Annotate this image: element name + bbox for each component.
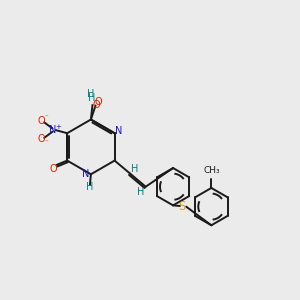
Text: H: H — [131, 164, 139, 174]
Text: N: N — [115, 126, 122, 136]
Text: ⁻: ⁻ — [44, 140, 48, 146]
Text: H: H — [87, 89, 94, 99]
Text: S: S — [178, 200, 185, 213]
Text: O: O — [37, 134, 45, 144]
Text: H: H — [86, 182, 93, 192]
Text: +: + — [55, 124, 61, 130]
Text: O: O — [94, 98, 102, 107]
Text: H: H — [88, 93, 95, 103]
Text: O: O — [93, 100, 100, 110]
Text: H: H — [137, 187, 144, 197]
Text: N: N — [49, 125, 56, 135]
Text: O: O — [50, 164, 57, 174]
Text: ⁻: ⁻ — [44, 115, 48, 121]
Text: CH₃: CH₃ — [203, 166, 220, 175]
Text: N: N — [82, 169, 90, 179]
Text: O: O — [37, 116, 45, 126]
